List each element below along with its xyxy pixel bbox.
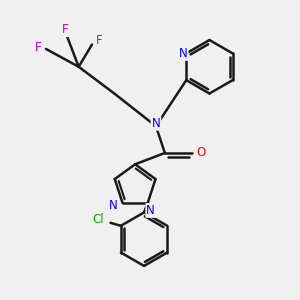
Text: O: O xyxy=(196,146,205,160)
Text: N: N xyxy=(179,47,188,60)
Text: F: F xyxy=(35,41,42,54)
Text: F: F xyxy=(62,23,69,36)
Text: N: N xyxy=(146,204,155,217)
Text: F: F xyxy=(96,34,103,46)
Text: N: N xyxy=(109,200,118,212)
Text: N: N xyxy=(152,117,160,130)
Text: Cl: Cl xyxy=(93,213,104,226)
